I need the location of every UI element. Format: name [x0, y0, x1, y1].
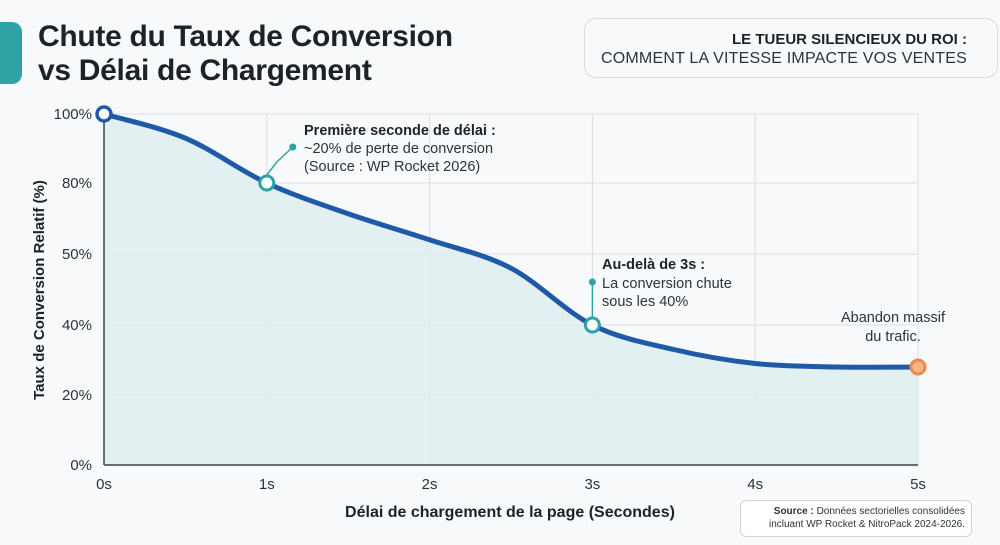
- x-tick-label: 0s: [96, 476, 112, 493]
- chart-title-line1: Chute du Taux de Conversion: [38, 20, 453, 53]
- data-markers: [95, 105, 927, 376]
- callout-1-line: (Source : WP Rocket 2026): [304, 159, 480, 175]
- subtitle-box: LE TUEUR SILENCIEUX DU ROI : COMMENT LA …: [584, 18, 998, 78]
- series-line: [101, 111, 921, 370]
- y-tick-label: 40%: [62, 317, 92, 334]
- chart-title: Chute du Taux de Conversion vs Délai de …: [38, 20, 508, 88]
- key-point-marker: [258, 174, 276, 192]
- y-tick-label: 100%: [54, 106, 92, 123]
- subtitle-line2: COMMENT LA VITESSE IMPACTE VOS VENTES: [601, 50, 967, 67]
- callout-connector: [266, 146, 294, 176]
- source-text-line1: Données sectorielles consolidées: [816, 506, 965, 517]
- subtitle-line1: LE TUEUR SILENCIEUX DU ROI :: [731, 31, 967, 48]
- x-tick-label: 2s: [422, 476, 438, 493]
- tick-labels: 0s 1s 2s 3s 4s 5s 0% 20% 40% 50% 80% 100%: [54, 106, 926, 493]
- accent-bar: [0, 22, 22, 84]
- annotation-callouts: Première seconde de délai : ~20% de perte…: [266, 123, 946, 345]
- chart-title-line2: vs Délai de Chargement: [38, 54, 372, 87]
- key-point-marker: [583, 316, 601, 334]
- source-note: Source : Données sectorielles consolidée…: [740, 500, 972, 537]
- callout-3-line: Abandon massif: [841, 310, 946, 326]
- x-tick-label: 3s: [584, 476, 600, 493]
- y-tick-label: 20%: [62, 387, 92, 404]
- callout-3-line: du trafic.: [865, 329, 921, 345]
- area-fill: [104, 114, 918, 465]
- source-label: Source :: [773, 506, 814, 517]
- callout-dot: [588, 278, 596, 286]
- x-axis-label: Délai de chargement de la page (Secondes…: [345, 504, 675, 521]
- x-tick-label: 1s: [259, 476, 275, 493]
- x-tick-label: 5s: [910, 476, 926, 493]
- callout-1-title: Première seconde de délai :: [304, 123, 496, 139]
- callout-2-title: Au-delà de 3s :: [602, 257, 705, 273]
- start-point-marker: [95, 105, 113, 123]
- callout-dot: [289, 143, 297, 151]
- x-tick-label: 4s: [747, 476, 763, 493]
- end-point-marker: [909, 358, 927, 376]
- y-tick-label: 80%: [62, 175, 92, 192]
- callout-2-line: La conversion chute: [602, 276, 732, 292]
- y-tick-label: 0%: [70, 457, 92, 474]
- y-tick-label: 50%: [62, 246, 92, 263]
- callout-1-line: ~20% de perte de conversion: [304, 141, 493, 157]
- source-text-line2: incluant WP Rocket & NitroPack 2024-2026…: [768, 519, 965, 530]
- chart-axes: [103, 114, 918, 466]
- y-axis-label: Taux de Conversion Relatif (%): [31, 180, 48, 400]
- callout-2-line: sous les 40%: [602, 294, 688, 310]
